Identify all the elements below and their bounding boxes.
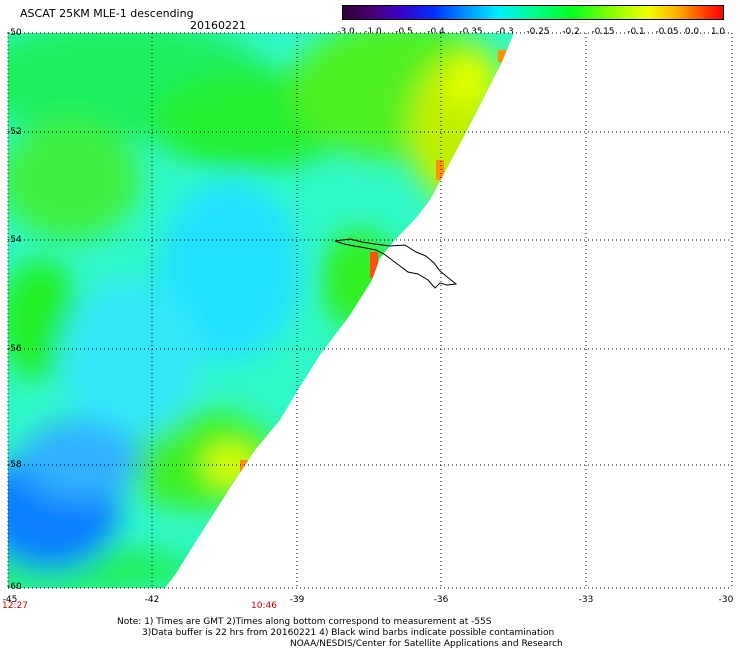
scale-label: -0.3 xyxy=(496,27,514,37)
footnote-line: 3)Data buffer is 22 hrs from 20160221 4)… xyxy=(142,628,555,638)
scale-label: -0.5 xyxy=(395,27,413,37)
scale-label: -0.05 xyxy=(655,27,679,37)
lon-label: -36 xyxy=(433,595,449,605)
scale-label: -0.4 xyxy=(427,27,445,37)
scale-label: 0.0 xyxy=(684,27,700,37)
map-title: ASCAT 25KM MLE-1 descending xyxy=(20,7,194,20)
lon-label: -45 xyxy=(2,595,18,605)
scale-label: -3.0 xyxy=(337,27,355,37)
lat-label: -52 xyxy=(7,127,22,137)
graticule xyxy=(7,32,733,589)
lat-label: -54 xyxy=(7,235,22,245)
lat-label: -50 xyxy=(7,28,22,38)
scale-label: -0.2 xyxy=(562,27,580,37)
time-label: 10:46 xyxy=(251,601,277,611)
coastline xyxy=(334,238,458,289)
lat-label: -58 xyxy=(7,460,22,470)
scale-label: -0.15 xyxy=(591,27,615,37)
time-label: 12:27 xyxy=(2,601,28,611)
color-scale-bar xyxy=(342,5,724,20)
lat-label: -60 xyxy=(7,582,22,592)
scale-label: -0.35 xyxy=(459,27,483,37)
lon-label: -30 xyxy=(718,595,734,605)
lat-label: -56 xyxy=(7,344,22,354)
scale-label: -1.0 xyxy=(364,27,382,37)
scale-label: 1.0 xyxy=(710,27,726,37)
map-date: 20160221 xyxy=(190,19,246,32)
footnote-line: Note: 1) Times are GMT 2)Times along bot… xyxy=(117,617,492,627)
lon-label: -42 xyxy=(144,595,160,605)
scale-label: -0.1 xyxy=(627,27,645,37)
lon-label: -33 xyxy=(578,595,594,605)
footnote-credit: NOAA/NESDIS/Center for Satellite Applica… xyxy=(290,639,563,649)
lon-label: -39 xyxy=(289,595,305,605)
scale-label: -0.25 xyxy=(526,27,550,37)
